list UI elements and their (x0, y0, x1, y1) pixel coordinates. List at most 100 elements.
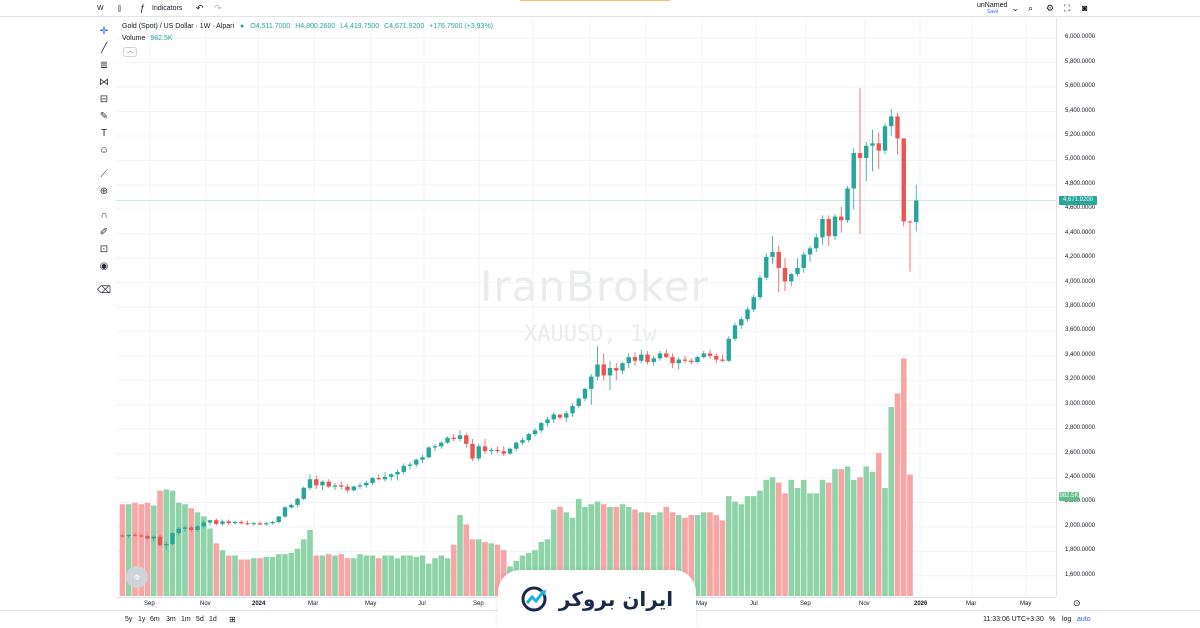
settings-gear-icon[interactable]: ⚙ (1046, 3, 1055, 13)
candle-body[interactable] (620, 363, 625, 371)
emoji-icon[interactable]: ☺ (98, 144, 110, 156)
candle-body[interactable] (176, 528, 181, 534)
candle-body[interactable] (557, 414, 563, 418)
auto-toggle[interactable]: auto (1077, 616, 1091, 623)
candle-body[interactable] (126, 534, 131, 537)
candle-body[interactable] (307, 479, 313, 488)
candle-body[interactable] (720, 359, 725, 361)
candle-body[interactable] (251, 523, 256, 525)
candle-body[interactable] (364, 482, 369, 486)
candle-body[interactable] (545, 419, 550, 424)
candle-body[interactable] (832, 216, 838, 237)
prediction-icon[interactable]: ⊟ (99, 93, 109, 105)
range-5d[interactable]: 5d (196, 616, 204, 623)
candle-body[interactable] (145, 536, 150, 539)
candle-body[interactable] (807, 248, 813, 255)
stay-drawing-icon[interactable]: ✐ (99, 226, 109, 238)
candle-body[interactable] (751, 297, 756, 310)
candle-body[interactable] (651, 358, 656, 362)
candle-body[interactable] (614, 368, 619, 371)
hide-eye-icon[interactable]: ◉ (99, 260, 109, 272)
candle-body[interactable] (464, 435, 469, 444)
candle-body[interactable] (732, 325, 738, 339)
candle-body[interactable] (214, 520, 219, 524)
candle-body[interactable] (507, 448, 513, 454)
redo-icon[interactable]: ↷ (214, 3, 222, 13)
candle-body[interactable] (782, 267, 788, 282)
candle-body[interactable] (339, 485, 344, 487)
candle-body[interactable] (439, 442, 444, 447)
range-1m[interactable]: 1m (181, 616, 191, 623)
candle-body[interactable] (876, 143, 881, 151)
volume-label[interactable]: Volume (122, 35, 146, 42)
candle-body[interactable] (457, 435, 463, 439)
candle-body[interactable] (726, 338, 731, 361)
candle-body[interactable] (895, 116, 900, 139)
candle-body[interactable] (295, 498, 300, 505)
candle-body[interactable] (157, 536, 163, 546)
candle-body[interactable] (776, 252, 781, 268)
text-icon[interactable]: T (100, 127, 108, 139)
percent-toggle[interactable]: % (1049, 616, 1056, 623)
candle-body[interactable] (532, 430, 538, 435)
candle-body[interactable] (914, 200, 919, 223)
symbol-button[interactable]: W (97, 5, 104, 12)
candle-body[interactable] (501, 451, 506, 454)
candle-body[interactable] (607, 368, 613, 376)
candle-body[interactable] (539, 423, 544, 431)
tradingview-logo-icon[interactable]: ⟰ (126, 566, 148, 588)
candle-body[interactable] (120, 535, 125, 537)
range-1y[interactable]: 1y (138, 616, 146, 623)
fib-retracement-icon[interactable]: ≣ (99, 59, 109, 71)
candle-body[interactable] (582, 388, 588, 399)
undo-icon[interactable]: ↶ (196, 3, 204, 13)
candle-body[interactable] (276, 516, 281, 523)
candle-body[interactable] (414, 459, 419, 465)
candle-body[interactable] (289, 504, 294, 508)
candle-body[interactable] (664, 353, 669, 358)
candle-body[interactable] (376, 478, 381, 480)
candle-body[interactable] (514, 442, 519, 449)
price-chart[interactable] (116, 18, 1056, 596)
candle-body[interactable] (445, 437, 450, 443)
candle-body[interactable] (245, 523, 250, 525)
candle-body[interactable] (632, 357, 638, 361)
trend-line-icon[interactable]: ╱ (100, 42, 108, 54)
candle-body[interactable] (357, 485, 363, 487)
candle-body[interactable] (351, 486, 356, 491)
candle-body[interactable] (382, 476, 388, 480)
candle-body[interactable] (182, 527, 188, 529)
pattern-icon[interactable]: ⋈ (99, 76, 109, 88)
brush-icon[interactable]: ✎ (99, 110, 109, 122)
utc-clock[interactable]: 11:33:06 UTC+3:30 (983, 616, 1044, 623)
candle-body[interactable] (764, 256, 769, 278)
zoom-in-icon[interactable]: ⊕ (99, 185, 109, 197)
candle-body[interactable] (432, 446, 438, 448)
candle-body[interactable] (801, 254, 806, 268)
candle-body[interactable] (345, 486, 350, 491)
legend-collapse-chevron-icon[interactable]: ︿ (123, 47, 137, 57)
candle-body[interactable] (889, 116, 894, 127)
layout-name[interactable]: unNamed (977, 2, 1008, 9)
candle-body[interactable] (282, 507, 288, 517)
date-range-calendar-icon[interactable]: ⊞ (229, 615, 236, 624)
candle-body[interactable] (451, 437, 456, 439)
candle-body[interactable] (226, 521, 231, 524)
candle-body[interactable] (576, 398, 581, 406)
go-to-date-icon[interactable]: ⊙ (1073, 598, 1081, 608)
candle-body[interactable] (645, 354, 650, 362)
candle-body[interactable] (595, 364, 600, 377)
candle-body[interactable] (820, 219, 825, 238)
candle-body[interactable] (389, 474, 394, 477)
candle-body[interactable] (676, 359, 681, 364)
candle-body[interactable] (370, 478, 375, 483)
candles-icon[interactable]: ⫾ (118, 3, 121, 13)
candle-body[interactable] (770, 252, 775, 257)
candle-body[interactable] (907, 221, 913, 223)
candle-body[interactable] (689, 360, 694, 362)
range-6m[interactable]: 6m (150, 616, 160, 623)
candle-body[interactable] (195, 526, 200, 530)
lock-icon[interactable]: ⊡ (99, 243, 109, 255)
candle-body[interactable] (601, 364, 606, 376)
fullscreen-icon[interactable]: ⛶ (1064, 3, 1071, 13)
